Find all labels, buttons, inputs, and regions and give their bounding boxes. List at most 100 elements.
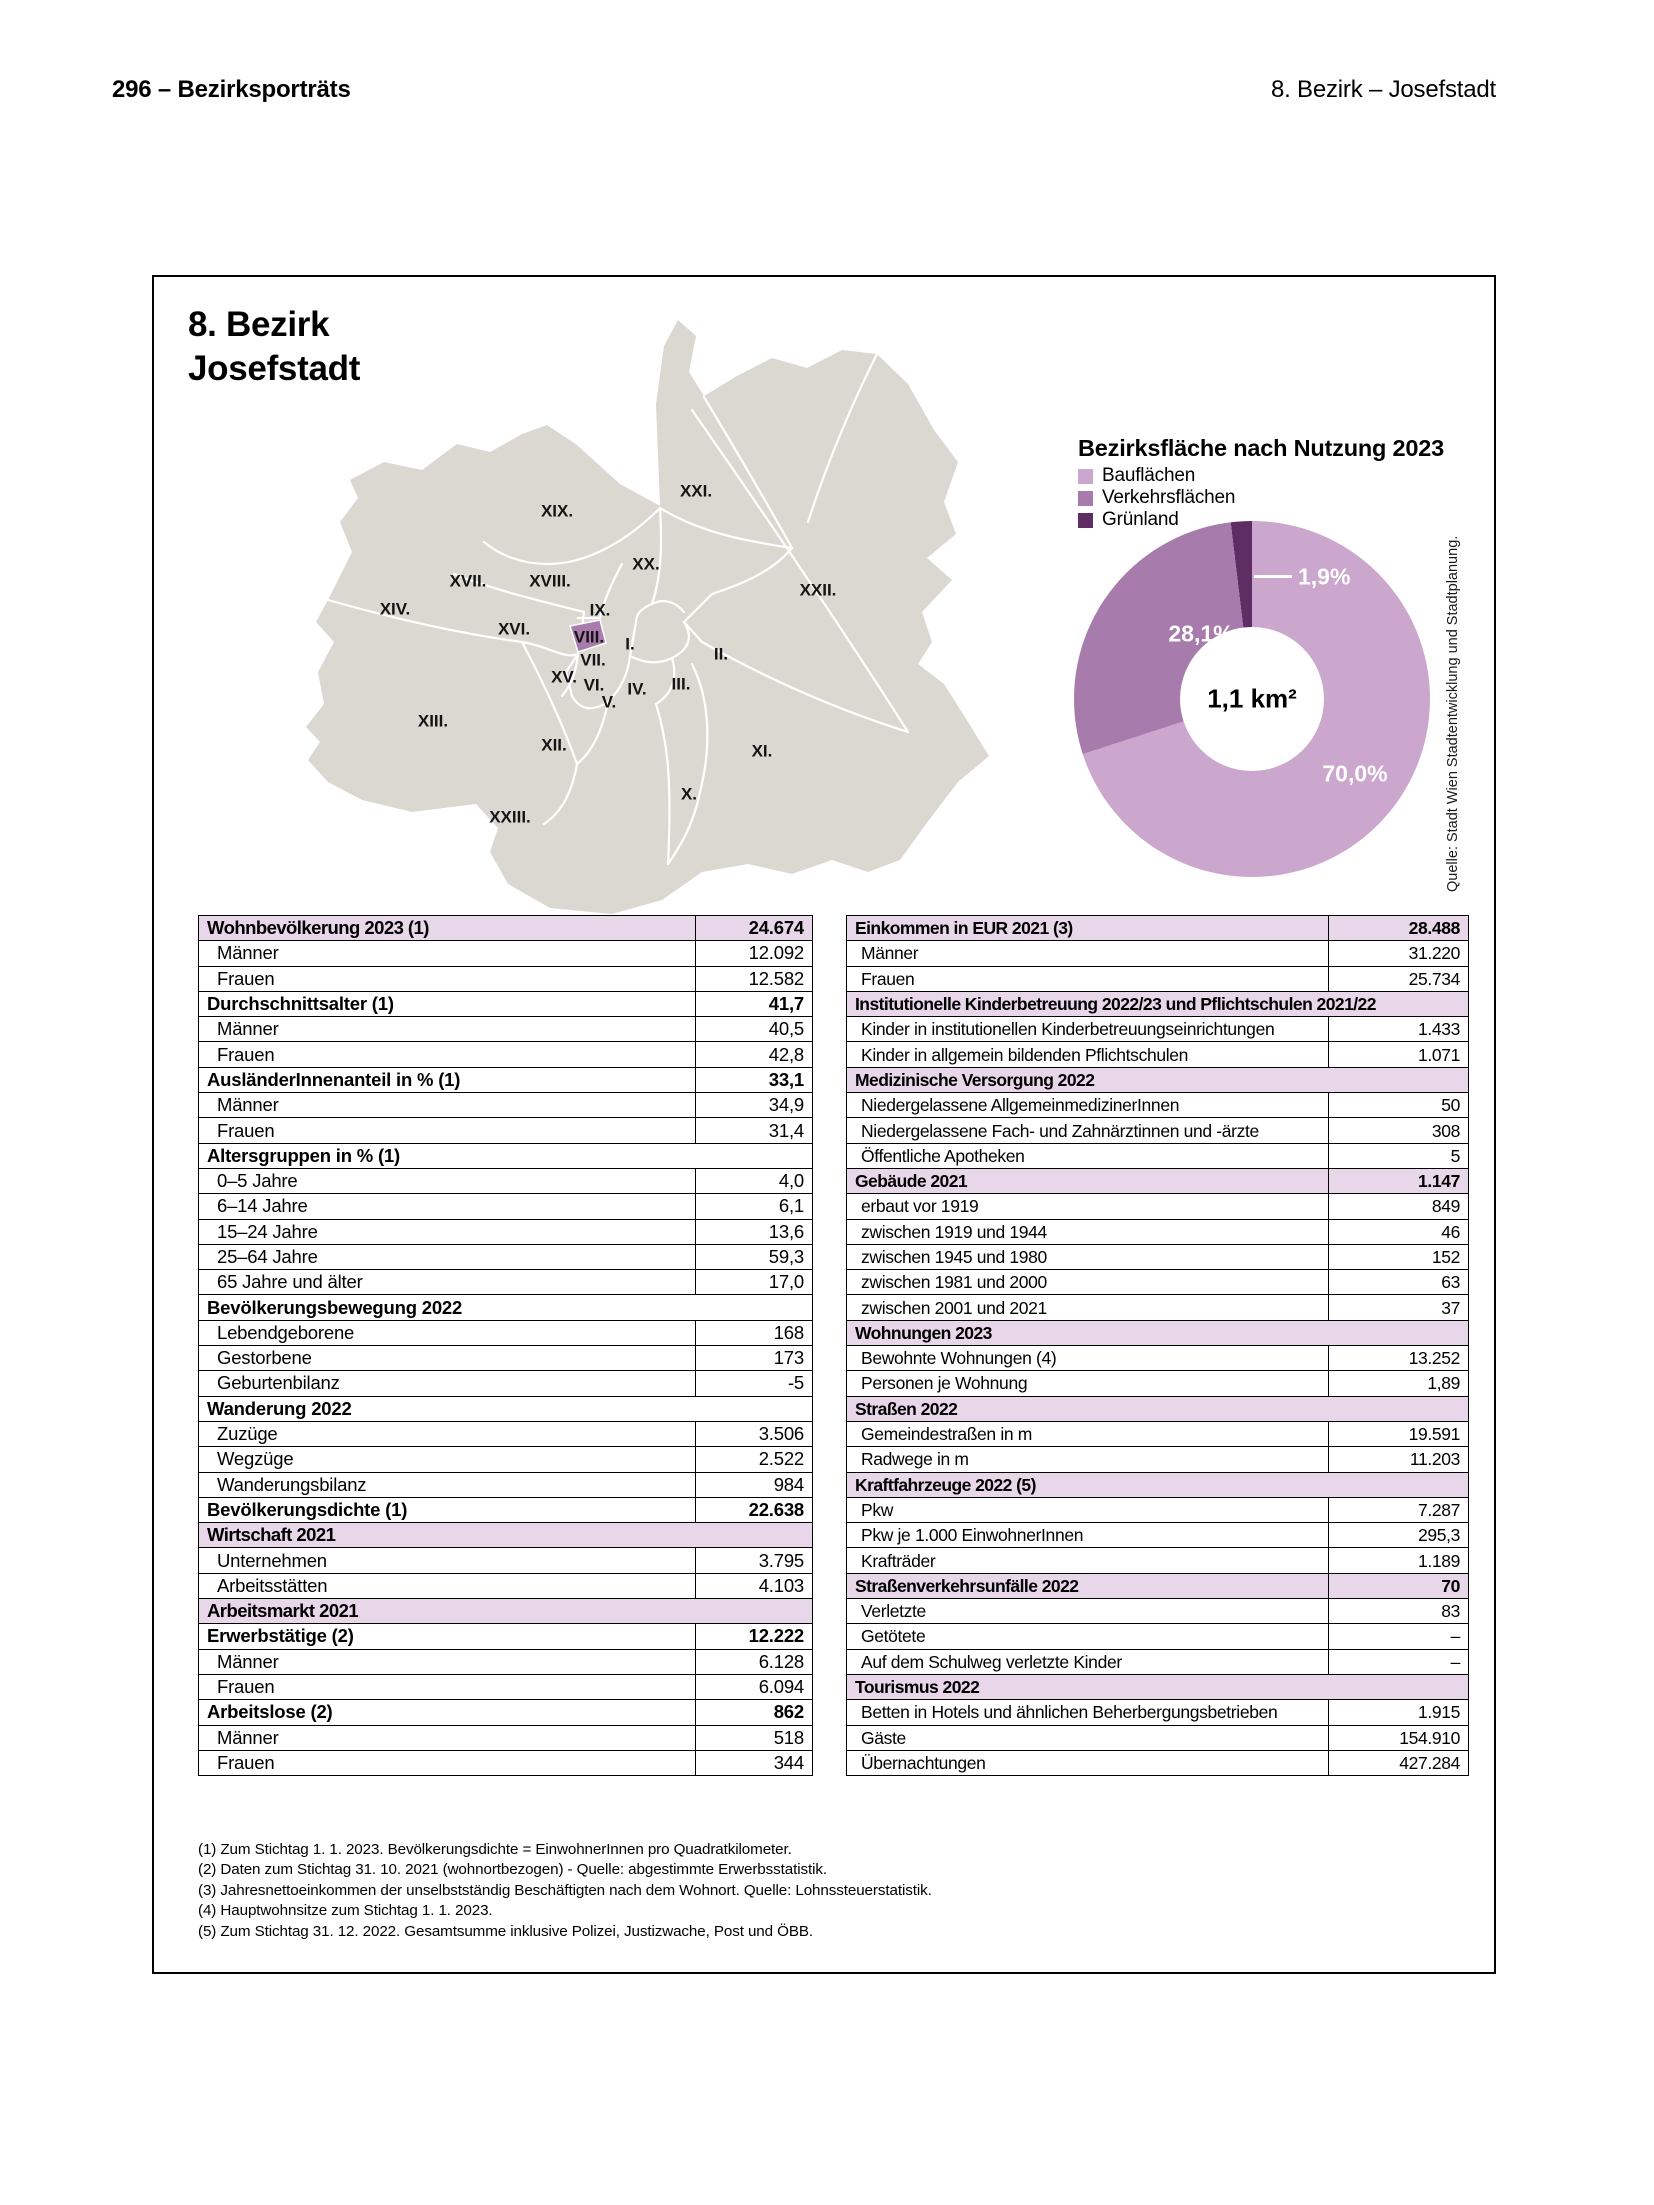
row-value: 1.433 bbox=[1328, 1016, 1469, 1043]
row-value: 12.092 bbox=[695, 940, 813, 967]
table-row: Arbeitslose (2) 862 bbox=[198, 1699, 813, 1726]
footnote-line: (1) Zum Stichtag 1. 1. 2023. Bevölkerung… bbox=[198, 1841, 792, 1858]
district-viii-highlight bbox=[569, 619, 607, 653]
page-header-left: 296 – Bezirksporträts bbox=[112, 76, 351, 103]
table-row: Radwege in m 11.203 bbox=[846, 1446, 1469, 1473]
table-row: 0–5 Jahre 4,0 bbox=[198, 1167, 813, 1195]
row-label: Kraftfahrzeuge 2022 (5) bbox=[846, 1471, 1469, 1498]
donut-hole bbox=[1180, 627, 1324, 771]
row-value: 1.147 bbox=[1328, 1167, 1469, 1195]
row-value: 295,3 bbox=[1328, 1522, 1469, 1549]
row-label: Niedergelassene Fach- und Zahnärztinnen … bbox=[846, 1117, 1329, 1144]
row-value: 31,4 bbox=[695, 1117, 813, 1144]
row-label: zwischen 1945 und 1980 bbox=[846, 1243, 1329, 1271]
table-row: Zuzüge 3.506 bbox=[198, 1420, 813, 1448]
district-label-vi: VI. bbox=[584, 675, 605, 694]
table-row: Kinder in allgemein bildenden Pflichtsch… bbox=[846, 1041, 1469, 1068]
district-label-ix: IX. bbox=[590, 600, 611, 619]
map-svg: XIX. XXI. XX. XXII. XVII. XVIII. XIV. XVI. IX. VI… bbox=[306, 320, 989, 914]
table-row: erbaut vor 1919 849 bbox=[846, 1193, 1469, 1220]
row-label: Altersgruppen in % (1) bbox=[198, 1142, 813, 1169]
table-row: Bevölkerungsbewegung 2022 bbox=[198, 1294, 813, 1321]
district-label-xxii: XXII. bbox=[800, 580, 837, 599]
row-label: erbaut vor 1919 bbox=[846, 1193, 1329, 1220]
card-title-line2: Josefstadt bbox=[188, 349, 361, 388]
row-label: Übernachtungen bbox=[846, 1749, 1329, 1777]
table-row: Männer 518 bbox=[198, 1724, 813, 1751]
table-row: Betten in Hotels und ähnlichen Beherberg… bbox=[846, 1699, 1469, 1726]
table-row: Krafträder 1.189 bbox=[846, 1547, 1469, 1574]
row-label: Lebendgeborene bbox=[198, 1319, 696, 1347]
row-value: 427.284 bbox=[1328, 1749, 1469, 1777]
row-label: Wegzüge bbox=[198, 1446, 696, 1473]
table-row: Einkommen in EUR 2021 (3) 28.488 bbox=[846, 914, 1469, 942]
row-value: 849 bbox=[1328, 1193, 1469, 1220]
row-label: zwischen 1981 und 2000 bbox=[846, 1269, 1329, 1296]
district-label-viii: VIII. bbox=[574, 627, 604, 646]
row-value: 34,9 bbox=[695, 1092, 813, 1119]
row-label: Frauen bbox=[198, 1117, 696, 1144]
row-label: zwischen 2001 und 2021 bbox=[846, 1294, 1329, 1321]
table-row: Straßen 2022 bbox=[846, 1395, 1469, 1422]
row-label: Kinder in allgemein bildenden Pflichtsch… bbox=[846, 1041, 1329, 1068]
row-label: Bevölkerungsdichte (1) bbox=[198, 1496, 696, 1524]
table-row: Durchschnittsalter (1) 41,7 bbox=[198, 990, 813, 1018]
table-row: 6–14 Jahre 6,1 bbox=[198, 1193, 813, 1220]
district-label-xi: XI. bbox=[752, 741, 773, 760]
district-label-xviii: XVIII. bbox=[529, 571, 571, 590]
table-row: Tourismus 2022 bbox=[846, 1673, 1469, 1701]
row-label: Krafträder bbox=[846, 1547, 1329, 1574]
row-value: 4,0 bbox=[695, 1167, 813, 1195]
table-row: Frauen 12.582 bbox=[198, 965, 813, 992]
row-label: Frauen bbox=[198, 1041, 696, 1068]
row-label: Pkw bbox=[846, 1496, 1329, 1524]
row-label: Getötete bbox=[846, 1623, 1329, 1650]
row-label: Einkommen in EUR 2021 (3) bbox=[846, 914, 1329, 942]
row-label: 15–24 Jahre bbox=[198, 1218, 696, 1245]
table-row: Kinder in institutionellen Kinderbetreuu… bbox=[846, 1016, 1469, 1043]
row-label: Geburtenbilanz bbox=[198, 1370, 696, 1397]
table-row: Gestorbene 173 bbox=[198, 1345, 813, 1372]
table-row: Erwerbstätige (2) 12.222 bbox=[198, 1623, 813, 1650]
row-value: 28.488 bbox=[1328, 914, 1469, 942]
row-label: Erwerbstätige (2) bbox=[198, 1623, 696, 1650]
row-value: 41,7 bbox=[695, 990, 813, 1018]
table-row: Getötete – bbox=[846, 1623, 1469, 1650]
row-value: 46 bbox=[1328, 1218, 1469, 1245]
chart-legend: Bauflächen Verkehrsflächen Grünland bbox=[1078, 465, 1235, 531]
district-portrait-card: 8. Bezirk Josefstadt bbox=[152, 275, 1496, 1974]
district-label-xvi: XVI. bbox=[498, 619, 530, 638]
table-row: zwischen 1919 und 1944 46 bbox=[846, 1218, 1469, 1245]
row-value: 31.220 bbox=[1328, 940, 1469, 967]
row-value: 83 bbox=[1328, 1598, 1469, 1625]
row-value: 168 bbox=[695, 1319, 813, 1347]
row-value: 70 bbox=[1328, 1572, 1469, 1600]
row-value: 17,0 bbox=[695, 1269, 813, 1296]
row-label: Wanderung 2022 bbox=[198, 1395, 813, 1422]
row-value: 13.252 bbox=[1328, 1345, 1469, 1372]
stats-table-right: Einkommen in EUR 2021 (3) 28.488 Männer 31.… bbox=[846, 914, 1469, 1777]
district-label-iii: III. bbox=[672, 674, 691, 693]
row-value: 862 bbox=[695, 1699, 813, 1726]
row-value: – bbox=[1328, 1623, 1469, 1650]
map-labels: XIX. XXI. XX. XXII. XVII. XVIII. XIV. XVI. IX. VI… bbox=[380, 481, 837, 826]
table-row: Wegzüge 2.522 bbox=[198, 1446, 813, 1473]
district-label-xxi: XXI. bbox=[680, 481, 712, 500]
table-row: Wanderung 2022 bbox=[198, 1395, 813, 1422]
legend-label: Bauflächen bbox=[1102, 465, 1196, 486]
table-row: Bewohnte Wohnungen (4) 13.252 bbox=[846, 1345, 1469, 1372]
legend-label: Verkehrsflächen bbox=[1102, 487, 1236, 508]
row-value: 42,8 bbox=[695, 1041, 813, 1068]
row-label: zwischen 1919 und 1944 bbox=[846, 1218, 1329, 1245]
row-label: Frauen bbox=[198, 1673, 696, 1701]
footnote-line: (3) Jahresnettoeinkommen der unselbststä… bbox=[198, 1881, 932, 1899]
table-row: Geburtenbilanz -5 bbox=[198, 1370, 813, 1397]
row-label: Frauen bbox=[846, 965, 1329, 992]
table-row: Wohnbevölkerung 2023 (1) 24.674 bbox=[198, 914, 813, 942]
donut-chart: 70,0% 28,1% 1,9% 1,1 km² bbox=[1074, 521, 1430, 877]
row-value: 33,1 bbox=[695, 1066, 813, 1094]
legend-item-verkehrsflächen: Verkehrsflächen bbox=[1078, 487, 1235, 509]
row-label: Auf dem Schulweg verletzte Kinder bbox=[846, 1648, 1329, 1675]
row-label: Arbeitsstätten bbox=[198, 1572, 696, 1600]
row-label: Zuzüge bbox=[198, 1420, 696, 1448]
